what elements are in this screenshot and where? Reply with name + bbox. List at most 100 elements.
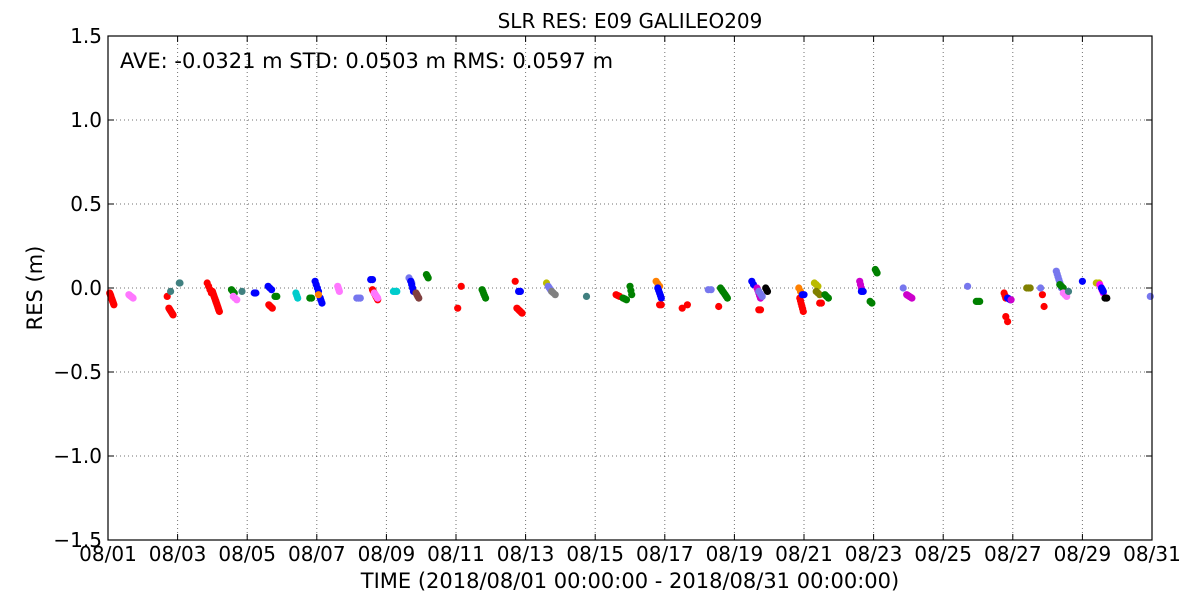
residual-point [873, 269, 881, 277]
residual-point [268, 304, 276, 312]
residual-point [763, 287, 772, 295]
residual-point [356, 294, 364, 302]
residual-point [1004, 318, 1012, 326]
grid-lines [108, 36, 1152, 540]
residual-point [859, 287, 867, 295]
y-tick-label: 1.5 [70, 24, 102, 48]
residual-point [129, 294, 137, 302]
residual-point [167, 287, 175, 295]
residual-point [1059, 284, 1067, 292]
residual-point [899, 284, 907, 292]
residual-point [308, 294, 316, 302]
x-tick-label: 08/25 [914, 542, 972, 566]
x-tick-label: 08/05 [218, 542, 276, 566]
residual-point [976, 297, 984, 305]
y-tick-label: −1.0 [53, 444, 102, 468]
x-tick-label: 08/19 [706, 542, 764, 566]
residual-point [454, 304, 462, 312]
residual-point [252, 289, 260, 297]
residual-point [238, 287, 246, 295]
residual-point [707, 286, 715, 294]
x-tick-label: 08/21 [775, 542, 833, 566]
axis-ticks [107, 35, 1153, 541]
residual-point [511, 277, 519, 285]
residual-point [1007, 296, 1015, 304]
y-tick-label: −0.5 [53, 360, 102, 384]
x-axis-title: TIME (2018/08/01 00:00:00 - 2018/08/31 0… [360, 569, 899, 593]
statistics-annotation: AVE: -0.0321 m STD: 0.0503 m RMS: 0.0597… [120, 49, 613, 73]
x-tick-labels: 08/01 08/03 08/05 08/07 08/09 08/11 08/13 08/15… [79, 542, 1181, 566]
x-tick-label: 08/11 [427, 542, 485, 566]
residual-point [1038, 291, 1046, 299]
residual-point [457, 282, 465, 290]
x-tick-label: 08/07 [288, 542, 346, 566]
y-tick-label: 1.0 [70, 108, 102, 132]
y-tick-label: −1.5 [53, 528, 102, 552]
residual-point [268, 286, 276, 294]
residual-point [622, 296, 631, 304]
x-tick-label: 08/27 [984, 542, 1042, 566]
residual-point [273, 292, 281, 300]
residual-point [1064, 287, 1073, 295]
residual-point [756, 306, 765, 314]
residual-point [215, 307, 223, 316]
residual-point [551, 291, 559, 299]
residual-point [1103, 294, 1111, 302]
residual-point [868, 299, 876, 307]
residual-point [393, 287, 401, 295]
x-tick-label: 08/17 [636, 542, 694, 566]
residual-point [518, 309, 526, 317]
residual-point [1026, 284, 1034, 292]
y-tick-labels: −1.5 −1.0 −0.5 0.0 0.5 1.0 1.5 [53, 24, 102, 552]
x-tick-label: 08/01 [79, 542, 137, 566]
residual-point [424, 274, 432, 282]
chart-title: SLR RES: E09 GALILEO209 [498, 9, 763, 33]
residual-point [657, 294, 665, 302]
residual-point [799, 307, 807, 316]
data-points [106, 265, 1154, 326]
residual-point [1037, 284, 1045, 292]
residual-point [482, 294, 490, 302]
residual-point [294, 294, 302, 302]
residual-point [335, 287, 343, 295]
residual-point [628, 291, 636, 299]
residual-point [1078, 277, 1086, 285]
residual-point [817, 299, 826, 307]
y-axis-title: RES (m) [23, 246, 47, 331]
residual-point [368, 276, 377, 284]
residual-point [582, 292, 591, 300]
residual-point [683, 301, 692, 309]
residual-point [374, 294, 382, 302]
residual-point [678, 304, 686, 312]
residual-point [657, 301, 665, 309]
residual-point [1099, 287, 1107, 295]
residual-point [318, 299, 326, 307]
x-tick-label: 08/29 [1054, 542, 1112, 566]
residual-point [1146, 292, 1154, 300]
residual-point [715, 302, 723, 311]
y-tick-label: 0.0 [70, 276, 102, 300]
residual-point [1040, 302, 1048, 311]
y-tick-label: 0.5 [70, 192, 102, 216]
residual-point [800, 291, 808, 299]
residual-point [816, 291, 824, 299]
residual-point [908, 294, 916, 302]
residual-point [964, 282, 972, 290]
residual-point [314, 291, 323, 299]
x-tick-label: 08/13 [497, 542, 555, 566]
x-tick-label: 08/31 [1123, 542, 1181, 566]
residual-point [824, 294, 833, 302]
x-tick-label: 08/23 [845, 542, 903, 566]
residual-point [233, 296, 241, 304]
residual-point [110, 301, 118, 309]
residual-point [758, 292, 766, 300]
residual-point [169, 311, 177, 319]
x-tick-label: 08/15 [566, 542, 624, 566]
residual-point [415, 294, 423, 302]
residual-point [176, 279, 184, 287]
x-tick-label: 08/03 [149, 542, 207, 566]
residual-point [723, 294, 732, 302]
x-tick-label: 08/09 [358, 542, 416, 566]
residual-point [516, 287, 525, 295]
